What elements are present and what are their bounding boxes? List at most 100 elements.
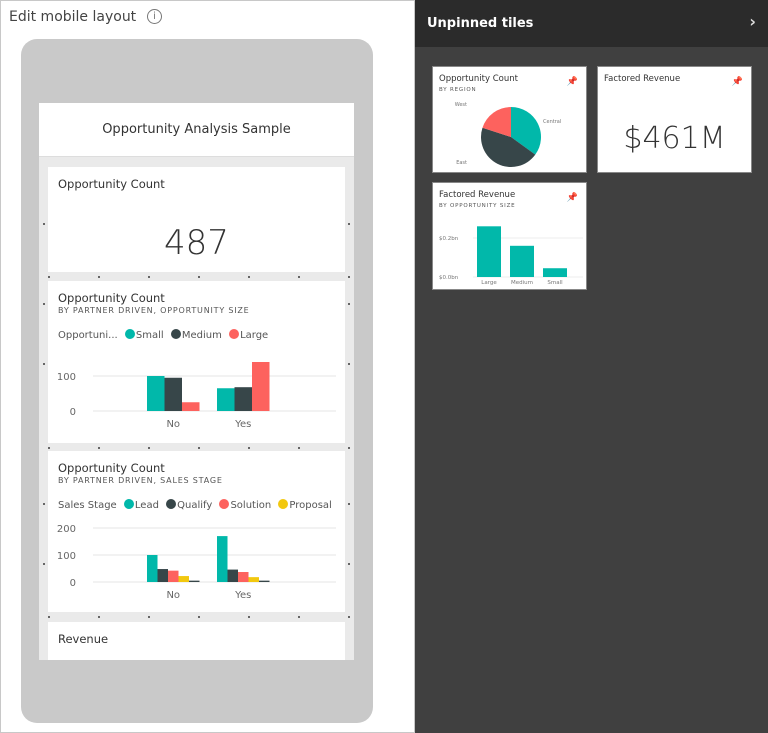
- legend-title: Sales Stage: [58, 500, 117, 511]
- grid-dot: [43, 503, 45, 505]
- grid-dot: [248, 276, 250, 278]
- x-tick-label: Small: [547, 280, 563, 286]
- grid-dot: [348, 276, 350, 278]
- legend-item: Small: [135, 330, 164, 341]
- tile-opportunity-by-stage[interactable]: Opportunity Count BY PARTNER DRIVEN, SAL…: [48, 451, 345, 612]
- y-tick-label: 0: [70, 578, 76, 589]
- tile-subtitle: BY PARTNER DRIVEN, SALES STAGE: [58, 476, 223, 485]
- grid-dot: [198, 616, 200, 618]
- legend-dot: [123, 499, 134, 509]
- bar: [510, 245, 534, 277]
- bar: [248, 577, 259, 582]
- pie-slice: [482, 107, 511, 137]
- dashboard-title: Opportunity Analysis Sample: [39, 103, 354, 157]
- legend-item: Solution: [230, 500, 272, 511]
- legend-item: Medium: [181, 330, 222, 341]
- legend-dot: [219, 499, 230, 509]
- legend-item: Large: [240, 330, 269, 341]
- unpinned-tiles-panel: Unpinned tiles › Opportunity Count BY RE…: [415, 0, 768, 733]
- tile-revenue[interactable]: Revenue: [48, 622, 345, 660]
- chart-legend: Sales Stage Lead Qualify Solution Propos…: [58, 499, 332, 511]
- tile-subtitle: BY REGION: [439, 87, 477, 93]
- bar: [477, 226, 501, 277]
- grid-dot: [148, 616, 150, 618]
- grid-dot: [348, 616, 350, 618]
- phone-screen: Opportunity Analysis Sample Opportunity …: [39, 103, 354, 660]
- pie-slice: [481, 127, 536, 168]
- grid-dot: [348, 503, 350, 505]
- tile-title: Opportunity Count: [58, 291, 165, 305]
- legend-item: Qualify: [177, 500, 213, 511]
- panel-title: Unpinned tiles: [427, 16, 534, 31]
- grid-dot: [148, 276, 150, 278]
- tile-opportunity-by-size[interactable]: Opportunity Count BY PARTNER DRIVEN, OPP…: [48, 281, 345, 443]
- pin-icon[interactable]: 📌: [731, 77, 743, 87]
- chart-legend: Opportuni... Small Medium Large: [58, 329, 268, 341]
- grid-dot: [43, 303, 45, 305]
- pin-icon[interactable]: 📌: [566, 193, 578, 203]
- tile-title: Factored Revenue: [439, 190, 516, 200]
- bar: [227, 569, 238, 582]
- bar: [252, 362, 270, 411]
- tile-opportunity-count[interactable]: Opportunity Count 487: [48, 167, 345, 272]
- tile-value: 487: [164, 223, 229, 263]
- y-tick-label: 100: [57, 551, 76, 562]
- bar: [182, 402, 200, 411]
- chevron-right-icon[interactable]: ›: [749, 12, 756, 31]
- bar: [178, 576, 189, 582]
- grid-dot: [348, 563, 350, 565]
- grid-dot: [348, 363, 350, 365]
- y-tick-label: 200: [57, 524, 76, 535]
- grid-dot: [198, 276, 200, 278]
- bar: [259, 580, 270, 582]
- bar: [164, 377, 182, 411]
- bar-chart-stage: 0 100 200 No Yes: [57, 524, 336, 601]
- legend-dot: [124, 329, 135, 339]
- tile-title: Opportunity Count: [58, 461, 165, 475]
- grid-dot: [43, 223, 45, 225]
- tile-title: Revenue: [58, 632, 109, 646]
- pie-label: East: [456, 160, 467, 166]
- panel-title: Edit mobile layout: [9, 9, 137, 25]
- pie-slice: [511, 107, 541, 155]
- unpinned-tile-revenue-by-size[interactable]: Factored Revenue BY OPPORTUNITY SIZE 📌 $…: [432, 182, 587, 290]
- y-tick-label: $0.0bn: [439, 275, 459, 281]
- tile-title: Opportunity Count: [439, 74, 518, 84]
- grid-dot: [348, 223, 350, 225]
- info-icon[interactable]: i: [147, 9, 162, 24]
- pie-label: West: [455, 102, 467, 108]
- bar: [217, 388, 235, 411]
- legend-item: Proposal: [289, 500, 332, 511]
- bar: [147, 555, 158, 582]
- tile-value: $461M: [623, 121, 726, 156]
- legend-title: Opportuni...: [58, 330, 118, 341]
- grid-dot: [298, 276, 300, 278]
- legend-dot: [278, 499, 289, 509]
- grid-dot: [98, 447, 100, 449]
- grid-dot: [98, 616, 100, 618]
- x-tick-label: No: [166, 590, 180, 601]
- pin-icon[interactable]: 📌: [566, 77, 578, 87]
- legend-dot: [166, 499, 177, 509]
- grid-dot: [298, 616, 300, 618]
- grid-dot: [43, 363, 45, 365]
- y-tick-label: $0.2bn: [439, 236, 459, 242]
- tile-title: Factored Revenue: [604, 74, 681, 84]
- tile-title: Opportunity Count: [58, 177, 165, 191]
- pie-chart-region: Central East West: [455, 102, 561, 168]
- bar-chart-revenue: $0.0bn $0.2bn Large Medium Small: [439, 226, 583, 286]
- bar: [189, 580, 200, 582]
- bar: [234, 387, 252, 411]
- panel-header: Unpinned tiles ›: [415, 0, 768, 47]
- bar: [157, 569, 168, 582]
- unpinned-tile-factored-revenue[interactable]: Factored Revenue 📌 $461M: [597, 66, 752, 173]
- tile-subtitle: BY PARTNER DRIVEN, OPPORTUNITY SIZE: [58, 306, 250, 315]
- unpinned-tile-opportunity-region[interactable]: Opportunity Count BY REGION 📌 Central Eas…: [432, 66, 587, 173]
- grid-dot: [198, 447, 200, 449]
- x-tick-label: Yes: [234, 590, 251, 601]
- grid-dot: [248, 616, 250, 618]
- grid-dot: [48, 276, 50, 278]
- grid-dot: [348, 303, 350, 305]
- bar: [217, 536, 228, 582]
- tile-subtitle: BY OPPORTUNITY SIZE: [439, 203, 516, 209]
